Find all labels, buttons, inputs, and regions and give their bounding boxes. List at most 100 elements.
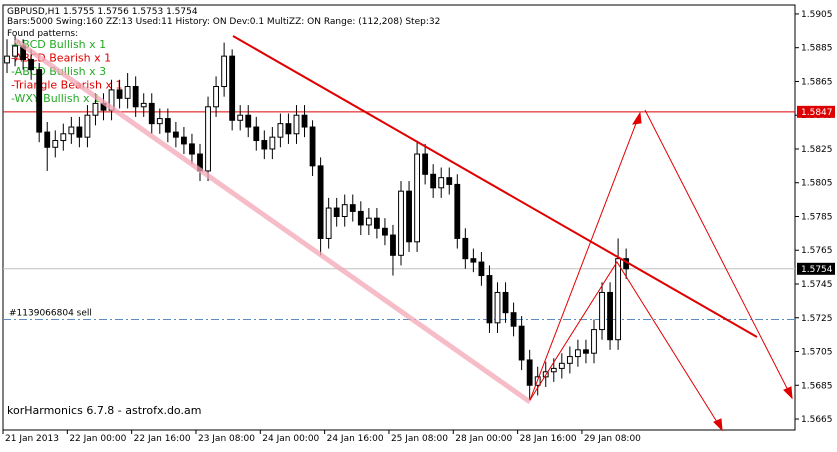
- candle-body: [390, 234, 396, 256]
- y-tick-label: 1.5745: [801, 280, 833, 290]
- pattern-leg: [529, 112, 641, 401]
- candle-body: [245, 114, 252, 128]
- candle-body: [221, 55, 228, 88]
- candle-body: [478, 261, 485, 277]
- candle-body: [164, 118, 171, 133]
- y-tick-label: 1.5805: [801, 179, 833, 189]
- x-tick-label: 28 Jan 00:00: [455, 434, 512, 444]
- candle-body: [574, 349, 581, 358]
- candle-body: [526, 359, 533, 386]
- y-tick-label: 1.5865: [801, 77, 833, 87]
- candle-body: [462, 237, 469, 260]
- candle-body: [349, 204, 356, 212]
- pattern-leg: [644, 109, 793, 399]
- candle-body: [132, 86, 139, 108]
- candle-body: [124, 86, 131, 99]
- candle-body: [60, 133, 67, 142]
- candle-body: [599, 291, 605, 331]
- candle-body: [398, 190, 404, 256]
- candle-body: [430, 173, 437, 189]
- x-tick-label: 21 Jan 2013: [5, 434, 59, 444]
- y-tick-label: 1.5685: [801, 381, 833, 391]
- candle-body: [558, 362, 565, 369]
- candle-body: [365, 217, 372, 226]
- x-tick-label: 22 Jan 16:00: [134, 434, 191, 444]
- pattern-label: -Triangle Bearish x 1: [11, 79, 123, 92]
- y-tick-label: 1.5885: [801, 44, 833, 54]
- candle-body: [229, 55, 236, 121]
- candle-body: [92, 102, 99, 116]
- y-tick-label: 1.5765: [801, 246, 833, 256]
- candle-body: [52, 140, 59, 148]
- candle-body: [156, 118, 163, 125]
- candle-body: [486, 275, 493, 324]
- candle-body: [205, 106, 211, 172]
- pattern-leg: [529, 261, 723, 431]
- drawings: [13, 35, 793, 432]
- candle-body: [309, 126, 316, 167]
- patterns-title: Found patterns:: [7, 29, 78, 39]
- candle-body: [325, 207, 332, 239]
- level-label: 1.5754: [801, 265, 833, 275]
- candle-body: [333, 207, 340, 217]
- candle-body: [566, 356, 573, 364]
- trend-line: [232, 35, 758, 338]
- arrow-head: [632, 111, 642, 125]
- candle-body: [189, 143, 195, 155]
- candle-body: [502, 291, 509, 314]
- level-box: [797, 262, 835, 275]
- candle-body: [414, 153, 421, 243]
- x-tick-label: 28 Jan 16:00: [520, 434, 577, 444]
- candle-body: [116, 89, 123, 99]
- x-tick-label: 25 Jan 08:00: [391, 434, 448, 444]
- candle-body: [181, 136, 187, 145]
- candle-body: [293, 114, 300, 135]
- candle-body: [140, 102, 147, 108]
- candle-body: [317, 165, 324, 239]
- candle-body: [373, 217, 380, 229]
- candle-body: [301, 114, 308, 128]
- candle-body: [550, 367, 557, 373]
- candle-body: [68, 126, 75, 135]
- candle-body: [607, 291, 613, 341]
- y-tick-label: 1.5785: [801, 212, 833, 222]
- candle-body: [76, 126, 83, 138]
- pattern-label: -ABCD Bullish x 1: [11, 38, 106, 51]
- candle-body: [615, 258, 622, 341]
- arrow-head: [783, 386, 793, 400]
- x-tick-label: 22 Jan 00:00: [69, 434, 126, 444]
- x-tick-label: 24 Jan 00:00: [262, 434, 319, 444]
- candle-body: [12, 45, 18, 57]
- candle-body: [422, 153, 429, 175]
- chart-title: GBPUSD,H1 1.5755 1.5756 1.5753 1.5754: [7, 7, 198, 17]
- candle-body: [470, 258, 477, 263]
- y-tick-label: 1.5665: [801, 415, 833, 425]
- level-label: 1.5847: [801, 108, 833, 118]
- candle-body: [277, 123, 284, 138]
- candle-body: [438, 177, 445, 189]
- arrow-head: [713, 418, 723, 432]
- channel-line: [13, 37, 532, 405]
- chart-subtitle: Bars:5000 Swing:160 ZZ:13 Used:11 Histor…: [7, 17, 440, 27]
- x-tick-label: 24 Jan 16:00: [327, 434, 384, 444]
- y-tick-label: 1.5725: [801, 314, 833, 324]
- order-label: #1139066804 sell: [9, 308, 92, 318]
- candle-body: [583, 349, 589, 354]
- candle-body: [518, 325, 525, 361]
- y-tick-label: 1.5825: [801, 145, 833, 155]
- pattern-label: -ABCD Bearish x 1: [11, 52, 111, 65]
- candle-body: [269, 136, 276, 150]
- candle-body: [494, 291, 501, 324]
- x-tick-label: 29 Jan 08:00: [584, 434, 641, 444]
- level-box: [797, 105, 835, 118]
- candle-body: [84, 114, 91, 138]
- footer: korHarmonics 6.7.8 - astrofx.do.am: [7, 404, 201, 417]
- candle-body: [285, 123, 292, 135]
- candle-body: [357, 210, 364, 226]
- x-tick-label: 23 Jan 08:00: [198, 434, 255, 444]
- pattern-label: -WXY Bullish x 1: [11, 92, 100, 105]
- candle-body: [382, 227, 388, 236]
- candle-body: [341, 204, 348, 217]
